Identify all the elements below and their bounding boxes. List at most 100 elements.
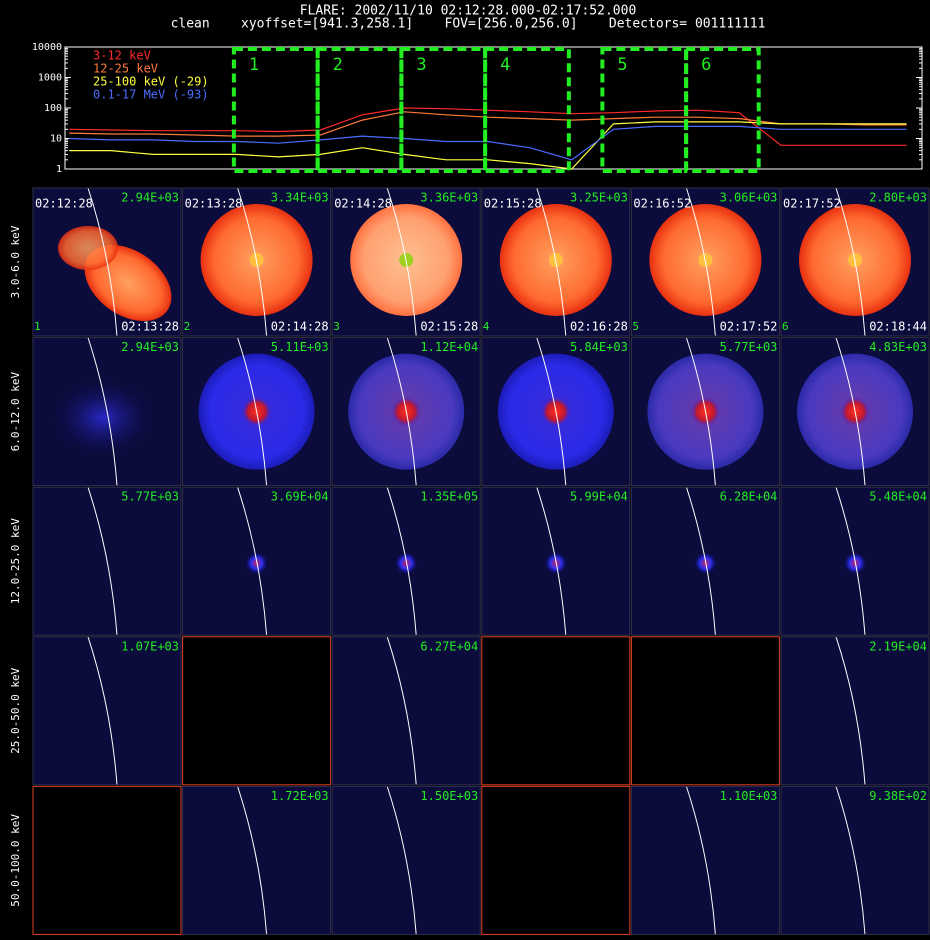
solar-limb [685,786,716,935]
interval-end: 02:18:44 [869,320,927,334]
max-value: 2.80E+03 [869,191,927,205]
solar-limb [835,786,866,935]
interval-label: 2 [333,55,343,75]
panel-border [780,636,930,786]
max-value: 5.77E+03 [720,340,778,354]
interval-label: 5 [617,55,627,75]
panel-border [630,486,780,636]
interval-box [600,47,689,173]
y-tick-label: 1 [56,164,62,175]
source [694,552,717,575]
panel-border [780,486,930,636]
empty-panel [630,636,780,786]
title: FLARE: 2002/11/10 02:12:28.000-02:17:52.… [300,4,637,19]
source [395,552,418,575]
series-line [69,121,907,170]
solar-limb [685,337,716,486]
row-label: 25.0-50.0 keV [9,667,22,753]
interval-number: 3 [333,320,340,333]
panel-border [481,187,631,337]
solar-limb [87,636,118,785]
empty-panel [182,636,332,786]
max-value: 5.84E+03 [570,340,628,354]
image-panel: 3.06E+03 02:16:52 02:17:52 5 [630,187,780,337]
panel-border [331,187,481,337]
image-panel: 1.35E+05 [331,486,481,636]
image-panel: 5.77E+03 [630,337,780,487]
source [58,226,118,270]
image-panel [481,636,631,786]
interval-start: 02:15:28 [484,197,542,211]
max-value: 3.34E+03 [271,191,329,205]
interval-start: 02:13:28 [185,197,243,211]
image-panel: 4.83E+03 [780,337,930,487]
interval-number: 6 [782,320,789,333]
max-value: 6.28E+04 [720,490,778,504]
solar-limb [835,636,866,785]
row-label: 3.0-6.0 keV [9,225,22,298]
interval-label: 6 [701,55,711,75]
solar-limb [237,187,268,337]
series-line [69,111,907,137]
panel-border [331,337,481,487]
max-value: 3.36E+03 [420,191,478,205]
y-tick-label: 10000 [32,42,62,53]
source [53,379,153,456]
image-panel: 1.12E+04 [331,337,481,487]
image-panel: 6.27E+04 [331,636,481,786]
image-panel [481,785,631,935]
image-panel: 1.10E+03 [630,785,780,935]
interval-start: 02:12:28 [35,197,93,211]
solar-limb [237,337,268,486]
solar-limb [536,487,567,636]
solar-limb [237,786,268,935]
panel-border [32,636,182,786]
solar-limb [685,487,716,636]
interval-start: 02:17:52 [783,197,841,211]
legend-label: 0.1-17 MeV (-93) [93,88,209,102]
image-panel: 3.34E+03 02:13:28 02:14:28 2 [182,187,332,337]
solar-limb [835,487,866,636]
panel-border [780,187,930,337]
image-panel: 3.69E+04 [182,486,332,636]
legend-label: 12-25 keV [93,62,158,76]
interval-end: 02:14:28 [271,320,329,334]
interval-end: 02:13:28 [121,320,179,334]
solar-limb [87,337,118,486]
image-panel: 2.94E+03 [32,337,182,487]
max-value: 5.99E+04 [570,490,628,504]
panel-border [32,337,182,487]
image-panel: 3.36E+03 02:14:28 02:15:28 3 [331,187,481,337]
image-panel: 5.77E+03 [32,486,182,636]
max-value: 1.12E+04 [420,340,478,354]
y-tick-label: 1000 [38,73,62,84]
interval-label: 1 [249,55,259,75]
image-panel: 2.19E+04 [780,636,930,786]
interval-number: 5 [632,320,639,333]
panel-border [182,486,332,636]
y-tick-label: 100 [44,103,62,114]
max-value: 2.19E+04 [869,639,927,653]
panel-border [780,337,930,487]
image-panel: 5.11E+03 [182,337,332,487]
solar-limb [237,487,268,636]
panel-border [331,636,481,786]
image-panel: 6.28E+04 [630,486,780,636]
max-value: 5.48E+04 [869,490,927,504]
image-panel [182,636,332,786]
interval-box [684,47,761,173]
solar-limb [386,187,417,337]
image-panel [630,636,780,786]
image-panel: 5.48E+04 [780,486,930,636]
solar-limb [386,337,417,486]
interval-end: 02:15:28 [420,320,478,334]
max-value: 9.38E+02 [869,789,927,803]
max-value: 3.06E+03 [720,191,778,205]
interval-label: 3 [416,55,426,75]
max-value: 1.07E+03 [121,639,179,653]
solar-limb [835,337,866,486]
interval-start: 02:16:52 [633,197,691,211]
interval-number: 2 [184,320,191,333]
